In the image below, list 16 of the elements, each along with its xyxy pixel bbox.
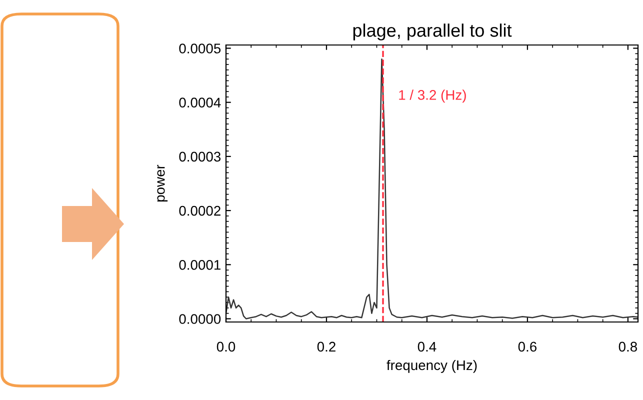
y-tick-label: 0.0002	[179, 206, 220, 216]
chart-title: plage, parallel to slit	[353, 24, 512, 40]
x-axis-title: frequency (Hz)	[386, 360, 477, 373]
x-tick-label: 0.0	[216, 342, 236, 352]
x-tick-label: 0.4	[418, 342, 436, 352]
y-tick-label: 0.0004	[179, 98, 221, 108]
y-tick-label: 0.0005	[179, 44, 221, 54]
line-series	[226, 58, 638, 320]
x-tick-label: 0.8	[618, 342, 637, 352]
x-tick-label: 0.6	[518, 342, 537, 352]
y-tick-label: 0.0003	[179, 152, 221, 162]
y-tick-label: 0.0000	[179, 314, 221, 324]
ref-line-label: 1 / 3.2 (Hz)	[399, 90, 466, 103]
y-axis-title: power	[157, 164, 168, 202]
y-tick-label: 0.0001	[179, 260, 220, 270]
x-tick-label: 0.2	[317, 342, 336, 352]
